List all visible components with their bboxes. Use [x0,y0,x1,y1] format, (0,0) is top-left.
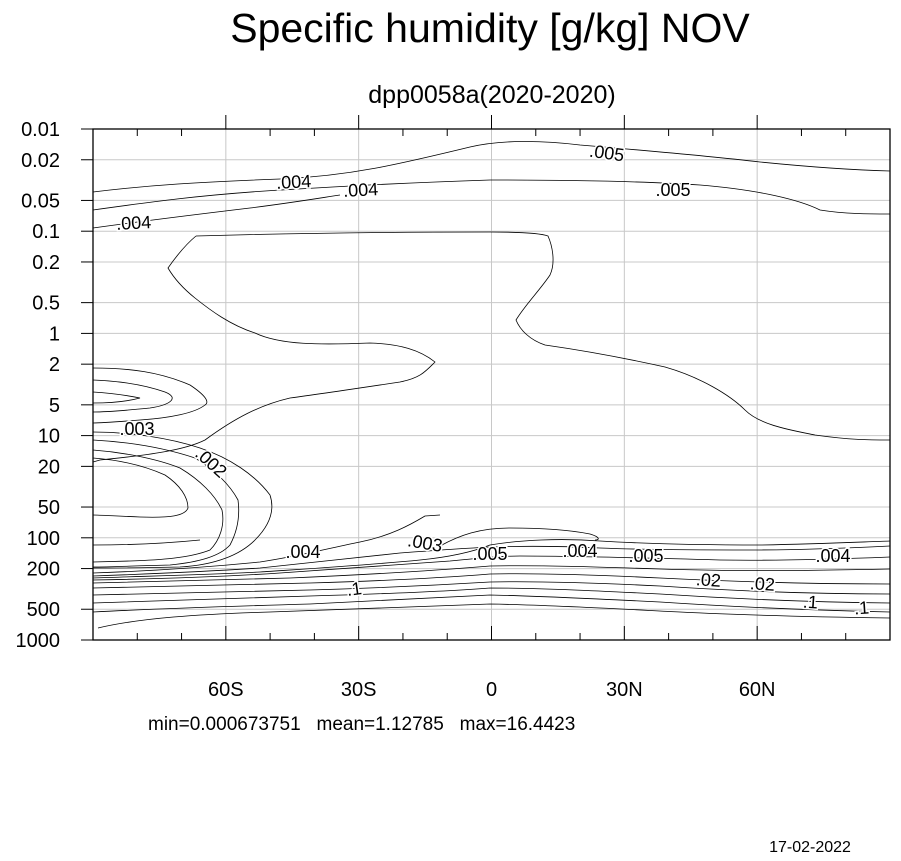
contour-line [92,367,208,424]
y-tick-label: 2 [49,354,60,376]
y-tick-label: 5 [49,395,60,417]
y-tick-label: 0.1 [32,221,60,243]
contour-line [92,587,891,604]
x-tick-label: 30S [341,679,377,701]
contour-label: .1 [345,578,363,600]
y-tick-label: 1000 [16,630,61,652]
contour-label: .02 [749,573,775,595]
contour-label: .02 [695,569,721,591]
y-tick-label: 500 [27,599,60,621]
contour-line [92,594,891,613]
contour-label: .004 [815,546,850,566]
contour-label: .1 [802,592,818,613]
contour-label: .004 [276,171,312,193]
y-tick-label: 0.02 [21,150,60,172]
contour-line [92,539,891,579]
contour-line [92,194,341,229]
contour-line [92,573,891,589]
contour-line [195,231,891,441]
contour-line [92,235,436,463]
contour-label: .004 [562,541,597,561]
contour-label: .002 [191,443,230,481]
chart-subtitle: dpp0058a(2020-2020) [368,81,615,109]
contour-label: .004 [116,212,152,234]
contour-line [92,457,189,518]
y-tick-label: 0.05 [21,190,60,212]
y-tick-label: 50 [38,497,60,519]
chart-title: Specific humidity [g/kg] NOV [230,5,750,51]
contour-line [92,581,891,596]
gridlines [93,129,890,640]
contour-label: .003 [119,419,154,439]
y-tick-labels: 0.01 0.02 0.05 0.1 0.2 0.5 1 2 5 10 20 50 100 200 500 1… [16,119,61,652]
x-tick-label: 60N [739,679,776,701]
y-tick-label: 0.2 [32,252,60,274]
contour-line [92,449,224,563]
contour-line [92,379,173,413]
contour-line [92,141,891,193]
contour-line [92,439,240,568]
x-tick-label: 30N [606,679,643,701]
y-tick-label: 0.5 [32,293,60,315]
axis-ticks [81,115,847,641]
contour-line [92,539,201,546]
y-tick-label: 200 [27,559,60,581]
contour-line [92,545,891,577]
y-tick-label: 10 [38,426,60,448]
stats-line: min=0.000673751 mean=1.12785 max=16.4423 [148,714,575,735]
contour-label: .005 [655,180,690,200]
y-tick-label: 0.01 [21,119,60,141]
contour-label: .005 [472,544,507,564]
contour-labels: .005.004.004.005.004.003.002.004.003.005… [114,139,871,620]
x-tick-label: 0 [486,679,497,701]
contour-label: .005 [628,546,663,566]
contour-line [92,565,891,584]
x-tick-label: 60S [208,679,244,701]
contour-label: .1 [853,598,869,619]
contour-label: .004 [343,179,379,201]
contour-line [92,514,441,574]
contour-line [439,527,599,547]
contour-line [92,555,891,581]
x-tick-labels: 60S 30S 0 30N 60N [208,679,775,701]
contour-line [97,603,891,629]
contour-lines [92,141,891,629]
contour-label: .004 [285,542,320,562]
contour-label: .005 [588,141,625,166]
contour-line [92,179,891,215]
date-stamp: 17-02-2022 [769,839,851,856]
y-tick-label: 100 [27,528,60,550]
contour-line [92,431,273,569]
y-tick-label: 20 [38,456,60,478]
contour-line [92,391,141,404]
y-tick-label: 1 [49,323,60,345]
